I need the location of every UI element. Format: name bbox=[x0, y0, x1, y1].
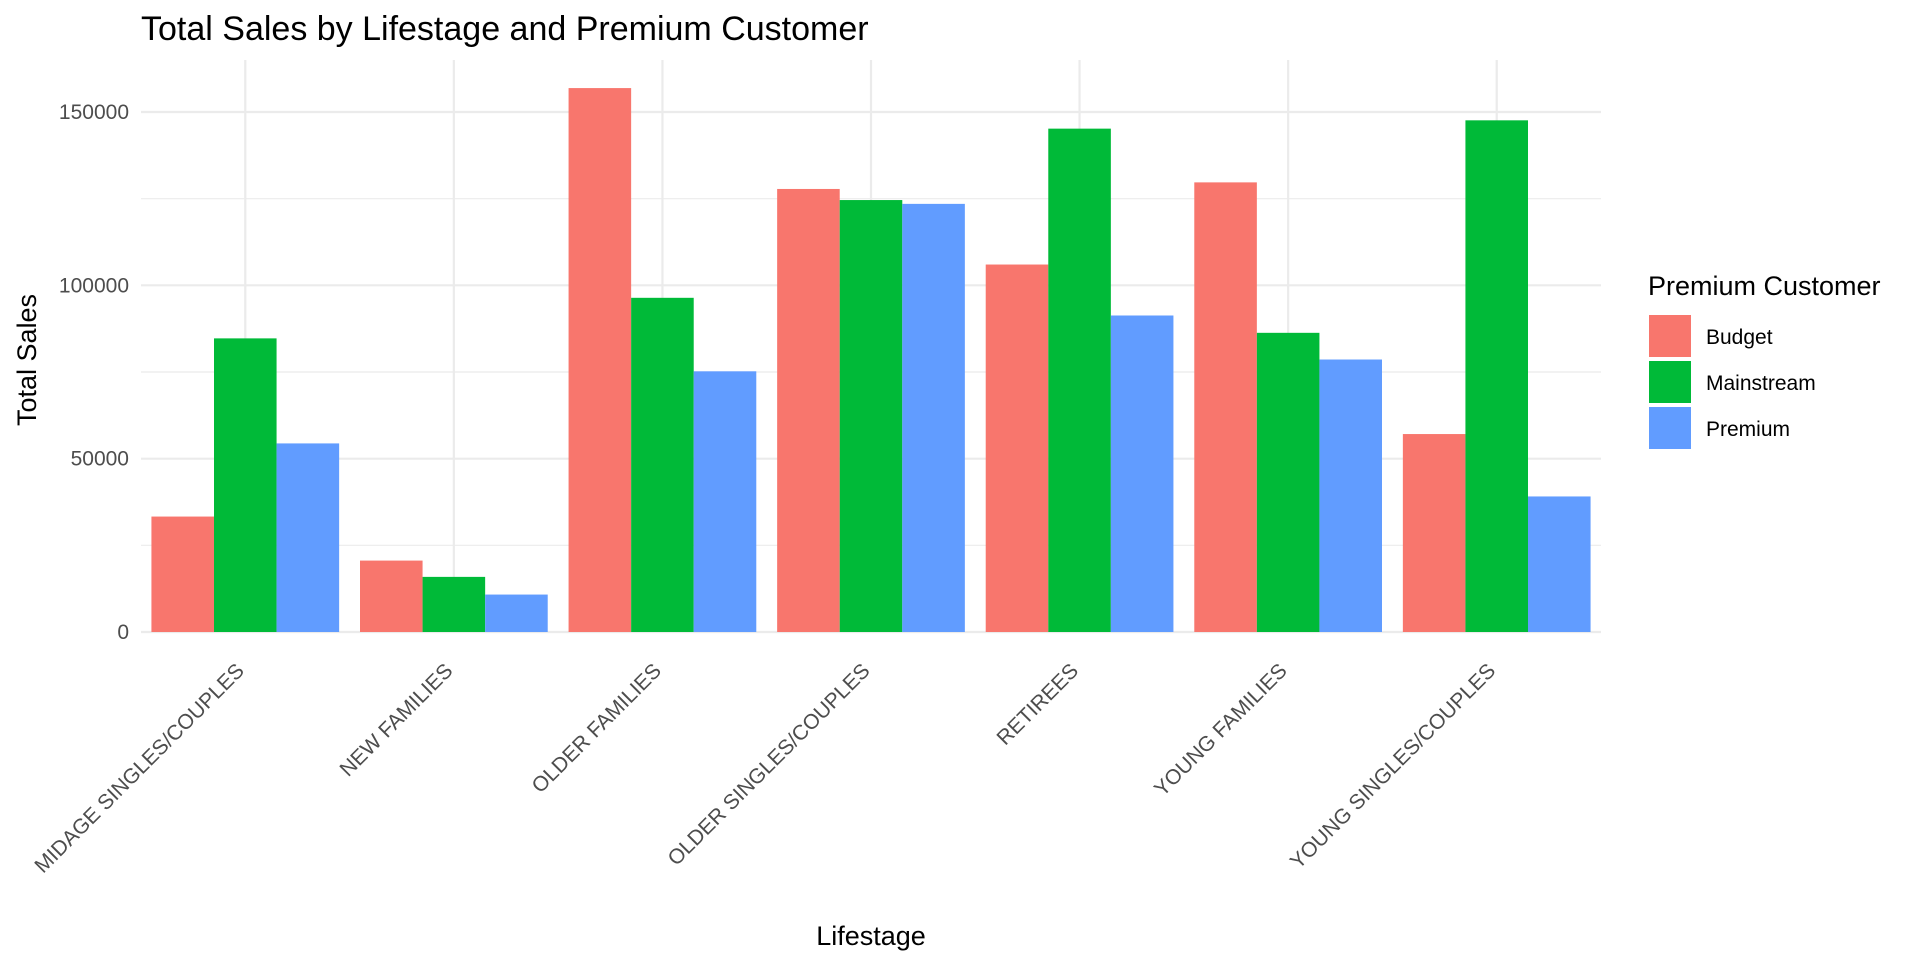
bar-premium-6 bbox=[1528, 496, 1591, 632]
x-tick-label: YOUNG SINGLES/COUPLES bbox=[1286, 659, 1500, 873]
bar-budget-4 bbox=[985, 264, 1049, 632]
bar-budget-6 bbox=[1402, 434, 1466, 632]
legend-title: Premium Customer bbox=[1648, 271, 1881, 301]
y-tick-label: 50000 bbox=[71, 448, 129, 471]
bar-budget-0 bbox=[151, 516, 214, 632]
chart-title: Total Sales by Lifestage and Premium Cus… bbox=[141, 10, 869, 48]
bar-premium-0 bbox=[276, 443, 340, 632]
y-axis-title: Total Sales bbox=[12, 294, 42, 426]
x-axis-title: Lifestage bbox=[816, 921, 926, 951]
bar-mainstream-2 bbox=[631, 297, 694, 632]
bars bbox=[151, 88, 1591, 632]
bar-premium-4 bbox=[1110, 315, 1174, 632]
bar-budget-2 bbox=[568, 88, 632, 632]
y-tick-label: 150000 bbox=[59, 101, 129, 124]
x-tick-label: OLDER SINGLES/COUPLES bbox=[664, 659, 875, 870]
y-tick-label: 100000 bbox=[59, 274, 129, 297]
legend-swatch-premium bbox=[1649, 407, 1691, 449]
bar-premium-1 bbox=[485, 594, 548, 632]
legend-swatch-mainstream bbox=[1649, 361, 1691, 403]
bar-mainstream-5 bbox=[1256, 332, 1320, 632]
legend-label-premium: Premium bbox=[1706, 418, 1790, 441]
x-tick-label: RETIREES bbox=[993, 659, 1084, 750]
bar-budget-5 bbox=[1194, 182, 1257, 632]
bar-mainstream-3 bbox=[839, 200, 903, 632]
legend-label-mainstream: Mainstream bbox=[1706, 372, 1816, 395]
x-tick-label: YOUNG FAMILIES bbox=[1150, 659, 1292, 801]
legend-swatch-budget bbox=[1649, 315, 1691, 357]
bar-mainstream-0 bbox=[214, 338, 277, 632]
bar-mainstream-6 bbox=[1465, 120, 1528, 632]
legend-label-budget: Budget bbox=[1706, 326, 1773, 349]
bar-mainstream-4 bbox=[1048, 128, 1111, 632]
bar-budget-1 bbox=[360, 560, 423, 632]
legend-items: Budget Mainstream Premium bbox=[1649, 315, 1816, 449]
x-tick-label: OLDER FAMILIES bbox=[528, 659, 666, 797]
legend: Premium Customer Budget Mainstream Premium bbox=[1648, 271, 1881, 449]
bar-mainstream-1 bbox=[422, 576, 486, 632]
y-axis: 0 50000 100000 150000 bbox=[59, 101, 129, 644]
bar-premium-3 bbox=[902, 203, 965, 632]
x-tick-label: NEW FAMILIES bbox=[336, 659, 458, 781]
x-axis: MIDAGE SINGLES/COUPLES NEW FAMILIES OLDER … bbox=[30, 659, 1500, 877]
bar-budget-3 bbox=[777, 188, 840, 632]
y-tick-label: 0 bbox=[117, 621, 129, 644]
bar-premium-5 bbox=[1319, 359, 1382, 632]
x-tick-label: MIDAGE SINGLES/COUPLES bbox=[30, 659, 248, 877]
bar-premium-2 bbox=[693, 371, 757, 632]
